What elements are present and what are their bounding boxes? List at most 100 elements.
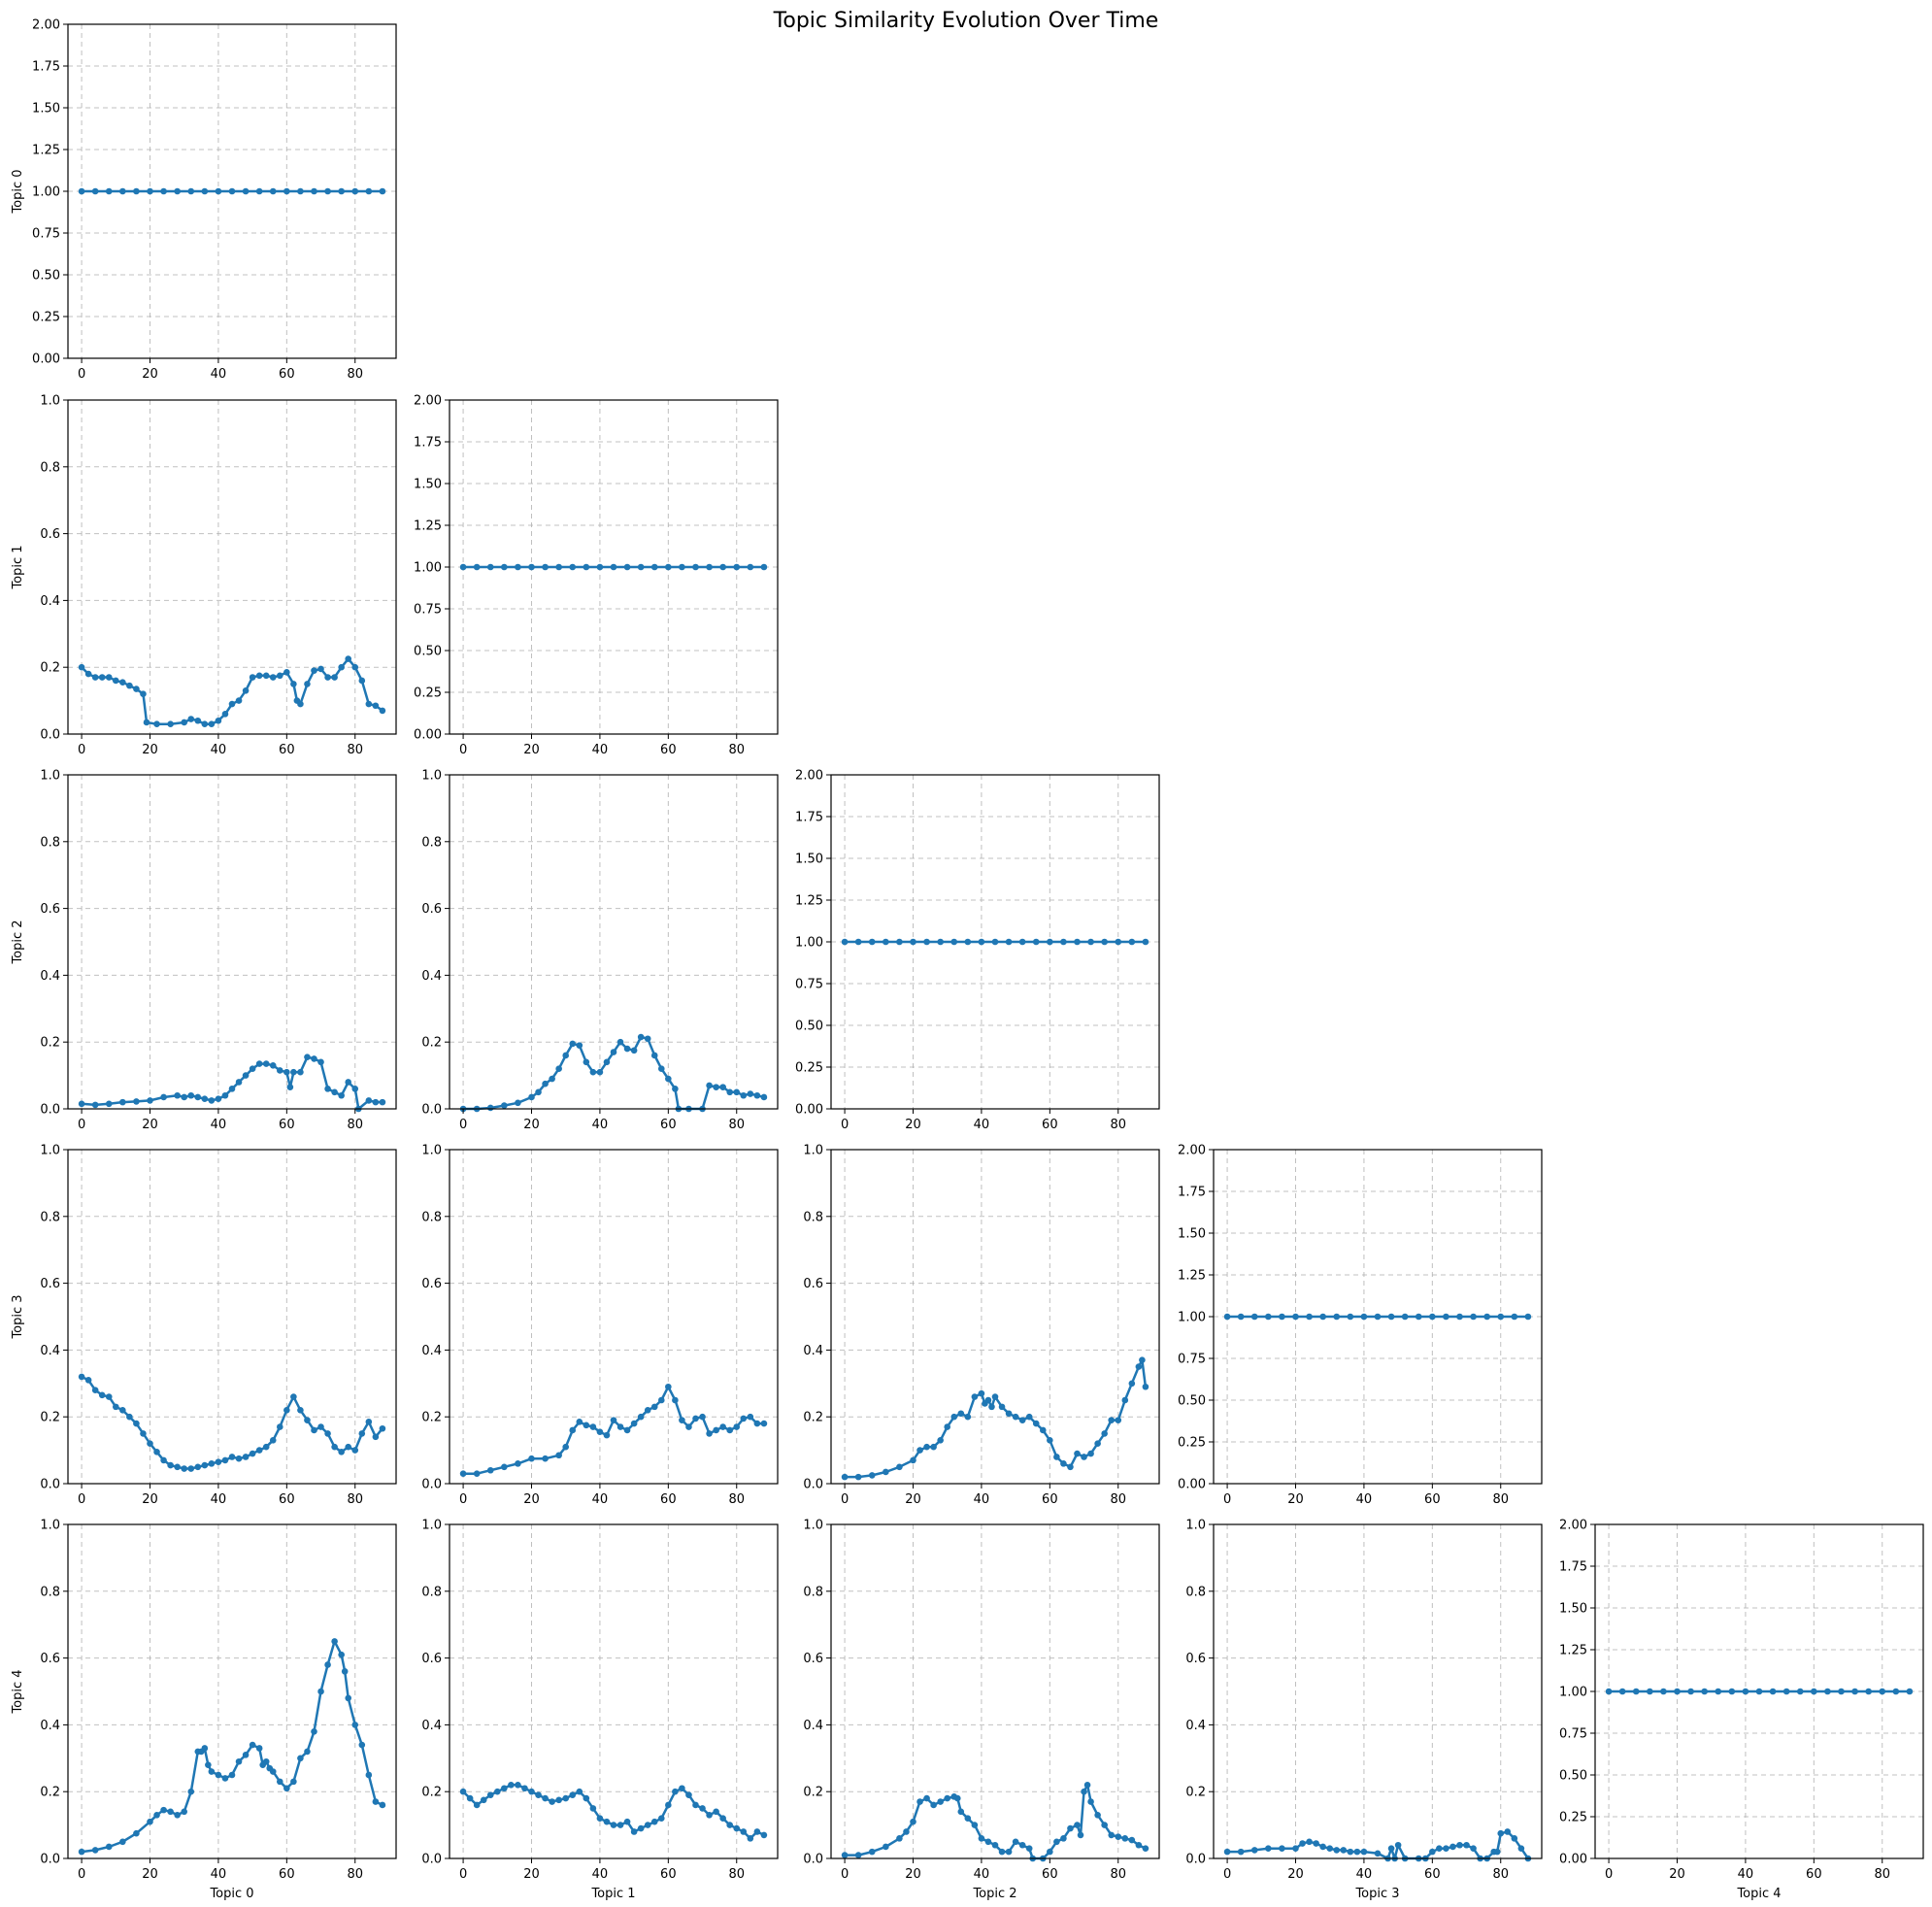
subplot-4-2: 0 20 40 60 80 0.0 0.2 0.4 0.6 0.8 1.0 Topic 2 xyxy=(803,1519,1160,1901)
data-point xyxy=(964,1815,972,1823)
data-point xyxy=(194,1463,202,1471)
data-point xyxy=(174,187,181,195)
data-point xyxy=(290,681,297,687)
data-point xyxy=(719,1815,726,1823)
data-point xyxy=(486,1104,494,1112)
data-point xyxy=(249,1450,256,1457)
axes-frame xyxy=(67,1149,397,1485)
data-point xyxy=(713,1084,719,1090)
data-point xyxy=(896,1463,903,1471)
x-tick-label: 20 xyxy=(1287,1492,1304,1507)
data-point xyxy=(187,1091,195,1099)
data-point xyxy=(379,1801,386,1809)
x-tick-label: 20 xyxy=(142,743,158,757)
data-point xyxy=(596,1815,604,1823)
x-tick-label: 80 xyxy=(347,1867,363,1882)
data-point xyxy=(235,1757,243,1765)
data-point xyxy=(480,1796,487,1804)
y-tick-label: 0.2 xyxy=(421,1036,442,1051)
data-point xyxy=(91,187,99,195)
data-point xyxy=(569,1426,577,1434)
y-tick-label: 0.8 xyxy=(40,1585,60,1599)
data-point xyxy=(1067,1463,1074,1471)
data-point xyxy=(713,1808,719,1816)
data-point xyxy=(1135,1841,1143,1849)
data-point xyxy=(1083,1782,1091,1789)
data-point xyxy=(98,1391,106,1399)
data-point xyxy=(297,700,304,708)
data-point xyxy=(665,1075,672,1083)
y-tick-label: 1.50 xyxy=(414,478,442,492)
data-point xyxy=(187,187,195,195)
data-point xyxy=(140,1430,147,1437)
data-point xyxy=(515,563,521,571)
data-point xyxy=(112,1403,119,1411)
y-tick-label: 1.25 xyxy=(32,144,60,158)
data-point xyxy=(338,663,345,671)
data-point xyxy=(747,1090,754,1097)
y-tick-label: 1.25 xyxy=(795,894,823,909)
data-point xyxy=(167,1808,174,1816)
data-point xyxy=(201,1461,209,1469)
data-point xyxy=(473,563,481,571)
x-tick-label: 60 xyxy=(279,1118,295,1132)
data-point xyxy=(358,1741,366,1749)
data-point xyxy=(201,1745,209,1752)
y-tick-label: 0.0 xyxy=(40,1853,60,1867)
data-point xyxy=(269,1436,277,1444)
data-point xyxy=(276,1423,283,1430)
figure-title: Topic Similarity Evolution Over Time xyxy=(773,9,1159,33)
y-tick-label: 0.4 xyxy=(421,1719,442,1733)
data-point xyxy=(331,1638,338,1645)
data-point xyxy=(562,1794,570,1802)
x-tick-label: 80 xyxy=(1110,1867,1126,1882)
subplot-2-0: 0 20 40 60 80 0.0 0.2 0.4 0.6 0.8 1.0 Topic 2 xyxy=(11,769,397,1132)
x-tick-label: 40 xyxy=(211,1867,227,1882)
data-point xyxy=(324,1661,331,1668)
data-point xyxy=(672,1788,679,1795)
data-point xyxy=(1094,1811,1101,1819)
data-point xyxy=(528,1788,535,1795)
y-tick-label: 0.4 xyxy=(40,1344,60,1358)
x-tick-label: 0 xyxy=(1605,1867,1613,1882)
x-tick-label: 80 xyxy=(1492,1492,1509,1507)
y-tick-label: 1.0 xyxy=(421,1519,442,1533)
data-point xyxy=(910,1456,916,1464)
data-point xyxy=(1333,1313,1341,1321)
data-point xyxy=(290,1068,297,1076)
data-point xyxy=(1265,1313,1272,1321)
y-tick-label: 1.75 xyxy=(1559,1560,1587,1575)
data-point xyxy=(228,1454,236,1460)
data-point xyxy=(147,1818,153,1825)
data-point xyxy=(576,1419,583,1425)
y-tick-label: 2.00 xyxy=(414,394,442,409)
data-point xyxy=(535,1088,542,1096)
data-point xyxy=(1436,1845,1443,1852)
data-point xyxy=(351,1086,359,1092)
y-tick-label: 0.8 xyxy=(803,1585,823,1599)
data-point xyxy=(733,1423,741,1430)
x-tick-label: 40 xyxy=(1356,1492,1373,1507)
data-point xyxy=(1687,1688,1694,1695)
data-point xyxy=(221,1775,229,1782)
x-tick-label: 0 xyxy=(841,1867,849,1882)
y-tick-label: 0.8 xyxy=(40,1210,60,1224)
x-tick-label: 20 xyxy=(1287,1867,1304,1882)
data-point xyxy=(1497,1313,1505,1321)
y-tick-label: 0.4 xyxy=(421,969,442,984)
x-tick-label: 20 xyxy=(523,1118,540,1132)
data-point xyxy=(930,1801,937,1809)
data-point xyxy=(650,1818,658,1825)
data-point xyxy=(1087,938,1094,946)
subplot-grid: 0 20 40 60 800.000.250.500.751.001.251.501.7… xyxy=(11,18,1924,1901)
data-point xyxy=(1715,1688,1722,1695)
y-tick-label: 0.0 xyxy=(40,1478,60,1492)
data-point xyxy=(215,717,222,724)
data-point xyxy=(760,1420,768,1427)
data-point xyxy=(105,1393,113,1400)
x-tick-label: 60 xyxy=(660,743,677,757)
data-point xyxy=(650,563,658,571)
data-point xyxy=(1605,1688,1613,1695)
data-point xyxy=(91,1101,99,1109)
